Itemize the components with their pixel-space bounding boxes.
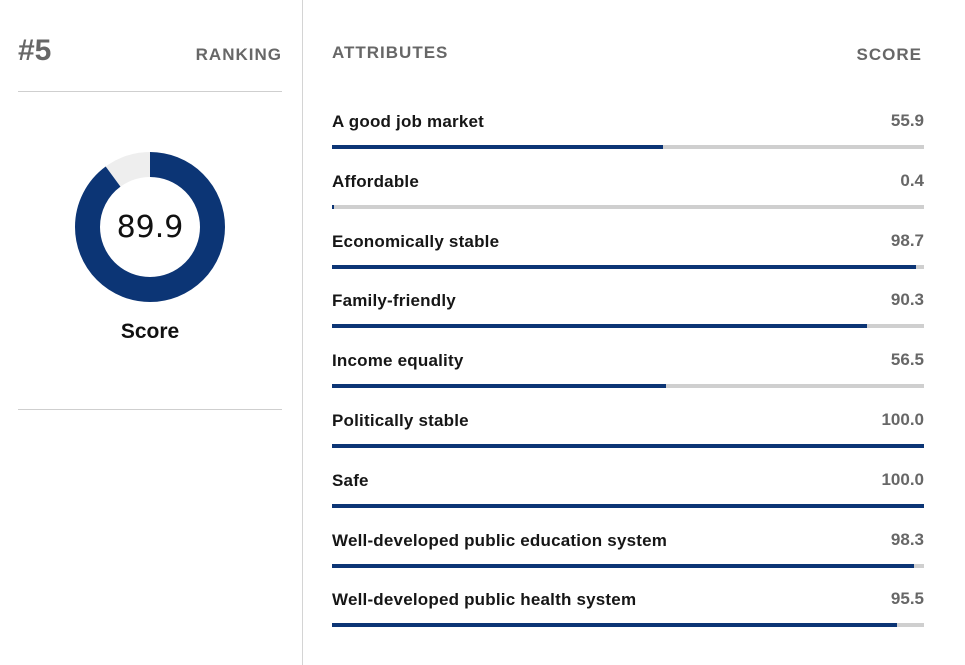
attribute-label: Economically stable [332, 231, 500, 251]
bar-track [332, 503, 924, 508]
attribute-score: 56.5 [890, 350, 924, 370]
bar-track [332, 145, 924, 149]
bar-fill [332, 503, 924, 508]
bar-track [332, 324, 924, 329]
attribute-label: Income equality [332, 351, 464, 371]
bar-fill [332, 384, 667, 389]
bar-track [332, 384, 924, 389]
bar-fill [332, 324, 867, 329]
attribute-score: 55.9 [890, 111, 924, 130]
attributes-panel: ATTRIBUTES SCORE A good job market 55.9 Af… [332, 0, 924, 665]
attribute-score: 98.3 [890, 529, 924, 549]
attribute-score: 95.5 [890, 589, 924, 609]
attribute-label: Well-developed public health system [332, 590, 637, 610]
bar-track [332, 443, 924, 448]
top-divider [18, 91, 282, 92]
bar-fill [332, 623, 898, 628]
bar-fill [332, 264, 917, 269]
attribute-row: Politically stable 100.0 [332, 401, 924, 461]
score-label: Score [120, 320, 180, 343]
rank-value: #5 [18, 34, 52, 67]
attribute-label: Well-developed public education system [332, 530, 668, 550]
vertical-divider [302, 0, 303, 665]
donut-fill [75, 152, 225, 302]
attribute-row: Family-friendly 90.3 [332, 281, 924, 341]
bar-fill [332, 204, 335, 209]
score-header: SCORE [856, 45, 922, 64]
attribute-label: Safe [332, 470, 369, 490]
attribute-label: A good job market [332, 112, 485, 131]
attribute-row: Affordable 0.4 [332, 162, 924, 222]
bar-fill [332, 563, 914, 568]
bottom-divider [18, 409, 282, 410]
attribute-row: Well-developed public health system 95.5 [332, 580, 924, 640]
bar-fill [332, 443, 924, 448]
attribute-row: Income equality 56.5 [332, 341, 924, 401]
attribute-row: Economically stable 98.7 [332, 222, 924, 282]
attribute-label: Family-friendly [332, 291, 456, 311]
donut-score-value: 89.9 [116, 209, 184, 245]
bar-fill [332, 145, 663, 149]
score-donut-chart [75, 152, 225, 302]
attribute-row: Safe 100.0 [332, 461, 924, 521]
attribute-score: 98.7 [890, 230, 924, 250]
bar-track [332, 563, 924, 568]
attribute-label: Affordable [332, 171, 419, 191]
bar-track [332, 264, 924, 269]
attribute-row: A good job market 55.9 [332, 102, 924, 162]
ranking-panel: #5 RANKING 89.9 Score [0, 0, 302, 665]
attribute-label: Politically stable [332, 410, 469, 430]
attribute-score: 100.0 [881, 469, 924, 489]
bar-track [332, 623, 924, 628]
bar-track [332, 204, 924, 209]
attribute-row: Well-developed public education system 98… [332, 521, 924, 581]
ranking-label: RANKING [195, 45, 282, 64]
attribute-score: 0.4 [900, 170, 924, 190]
attribute-bar-chart: A good job market 55.9 Affordable 0.4 Econom… [332, 102, 924, 640]
attributes-header: ATTRIBUTES [332, 43, 449, 62]
attribute-score: 100.0 [881, 409, 924, 429]
attribute-score: 90.3 [890, 290, 924, 310]
